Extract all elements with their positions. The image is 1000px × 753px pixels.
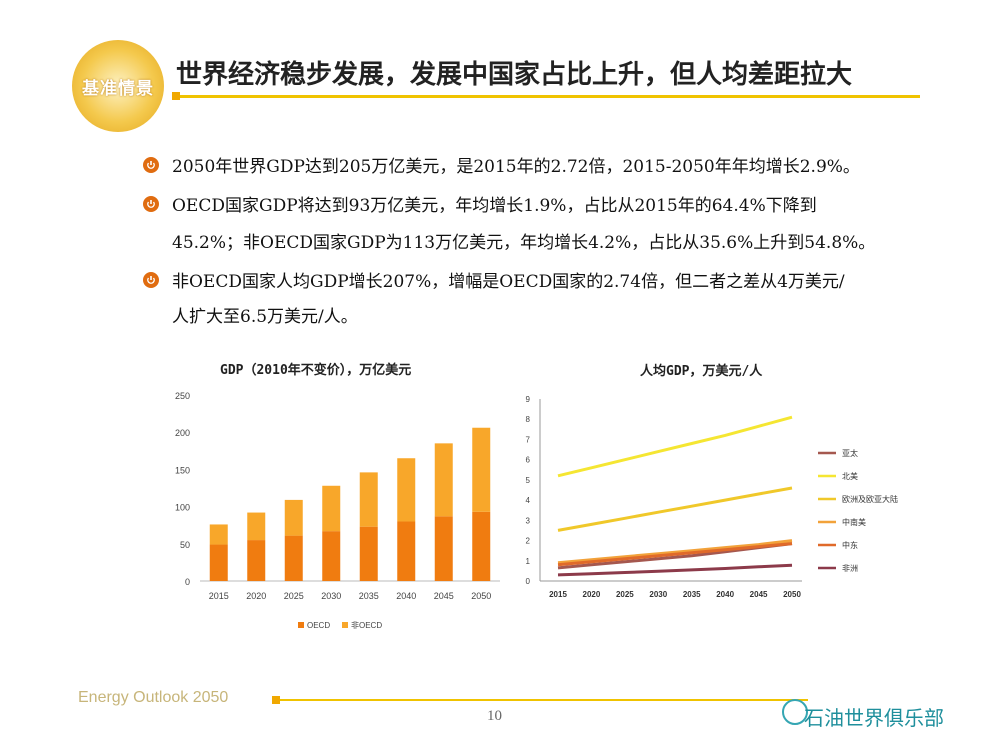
x-tick-label: 2040 [396, 591, 416, 601]
y-tick-label: 7 [526, 435, 531, 444]
y-tick-label: 3 [526, 516, 531, 525]
y-tick-label: 5 [526, 476, 531, 485]
x-tick-label: 2035 [359, 591, 379, 601]
bar-oecd [284, 535, 303, 581]
x-tick-label: 2015 [549, 590, 567, 599]
bullet-2-line-2: 45.2%；非OECD国家GDP为113万亿美元，年均增长4.2%，占比从35.… [172, 233, 876, 253]
bar-oecd [397, 521, 416, 581]
y-tick-label: 6 [526, 456, 531, 465]
logo-text: 基准情景 [82, 79, 154, 99]
x-tick-label: 2015 [209, 591, 229, 601]
footer-brand: Energy Outlook 2050 [78, 689, 229, 706]
bullet-power-icon [143, 196, 159, 212]
y-tick-label: 50 [180, 540, 190, 550]
y-tick-label: 250 [175, 391, 190, 401]
x-tick-label: 2020 [583, 590, 601, 599]
bar-non-oecd [322, 485, 341, 532]
bar-non-oecd [247, 512, 266, 541]
x-tick-label: 2025 [284, 591, 304, 601]
per-capita-line-chart: 0 1 2 3 4 5 6 7 8 9 2015 2020 2025 2030 2035 2040 2045 20… [526, 395, 898, 599]
legend-label: 亚太 [842, 448, 858, 458]
legend-swatch [342, 622, 348, 628]
bar-oecd [472, 511, 491, 581]
per-capita-chart-title: 人均GDP，万美元/人 [640, 364, 763, 379]
x-tick-label: 2045 [750, 590, 768, 599]
legend-label: 中东 [842, 540, 858, 550]
y-tick-label: 0 [526, 577, 531, 586]
bar-non-oecd [397, 458, 416, 522]
series-line [557, 486, 793, 532]
bullet-power-icon [143, 272, 159, 288]
watermark-text: 石油世界俱乐部 [804, 706, 944, 730]
gdp-chart-title: GDP（2010年不变价），万亿美元 [220, 363, 412, 378]
y-tick-label: 2 [526, 537, 531, 546]
legend-label: 非OECD [351, 620, 382, 630]
bullet-power-icon [143, 157, 159, 173]
bar-non-oecd [472, 427, 491, 512]
y-tick-label: 100 [175, 503, 190, 513]
y-tick-label: 9 [526, 395, 531, 404]
x-tick-label: 2035 [683, 590, 701, 599]
bullet-1-line-1: 2050年世界GDP达到205万亿美元，是2015年的2.72倍，2015-20… [172, 157, 860, 177]
series-line [557, 563, 793, 577]
legend-label: 非洲 [842, 563, 858, 573]
bullet-3-line-1: 非OECD国家人均GDP增长207%，增幅是OECD国家的2.74倍，但二者之差… [172, 272, 845, 292]
bar-non-oecd [434, 443, 453, 517]
title-divider-marker [172, 92, 180, 100]
legend-swatch [298, 622, 304, 628]
legend-label: 欧洲及欧亚大陆 [842, 494, 898, 504]
bar-non-oecd [284, 499, 303, 536]
bar-non-oecd [359, 472, 378, 527]
series-line [557, 539, 793, 565]
footer-divider-marker [272, 696, 280, 704]
title-divider [172, 95, 920, 98]
x-tick-label: 2045 [434, 591, 454, 601]
y-tick-label: 1 [526, 557, 531, 566]
bar-oecd [322, 531, 341, 581]
page-title: 世界经济稳步发展，发展中国家占比上升，但人均差距拉大 [176, 60, 853, 90]
y-tick-label: 4 [526, 496, 531, 505]
y-tick-label: 150 [175, 465, 190, 475]
y-tick-label: 0 [185, 577, 190, 587]
y-tick-label: 8 [526, 415, 531, 424]
y-tick-label: 200 [175, 428, 190, 438]
bullet-3-line-2: 人扩大至6.5万美元/人。 [172, 307, 358, 327]
legend-label: 中南美 [842, 517, 866, 527]
footer-divider [276, 699, 808, 701]
gdp-bar-chart: 0 50 100 150 200 250 2015 2020 2025 2030 2035 2040 2… [175, 391, 500, 630]
x-tick-label: 2030 [321, 591, 341, 601]
x-tick-label: 2050 [471, 591, 491, 601]
logo [72, 40, 164, 132]
legend-label: OECD [307, 621, 330, 630]
x-tick-label: 2050 [783, 590, 801, 599]
bar-oecd [247, 540, 266, 581]
bar-non-oecd [209, 524, 228, 545]
x-tick-label: 2025 [616, 590, 634, 599]
watermark-icon [782, 699, 808, 725]
bar-oecd [359, 526, 378, 581]
bar-oecd [209, 544, 228, 581]
bullet-2-line-1: OECD国家GDP将达到93万亿美元，年均增长1.9%，占比从2015年的64.… [172, 196, 817, 216]
legend-label: 北美 [842, 471, 858, 481]
series-line [557, 415, 793, 478]
x-tick-label: 2020 [246, 591, 266, 601]
series-line [557, 542, 793, 567]
x-tick-label: 2040 [716, 590, 734, 599]
page-number: 10 [487, 708, 502, 724]
x-tick-label: 2030 [649, 590, 667, 599]
bar-oecd [434, 516, 453, 581]
